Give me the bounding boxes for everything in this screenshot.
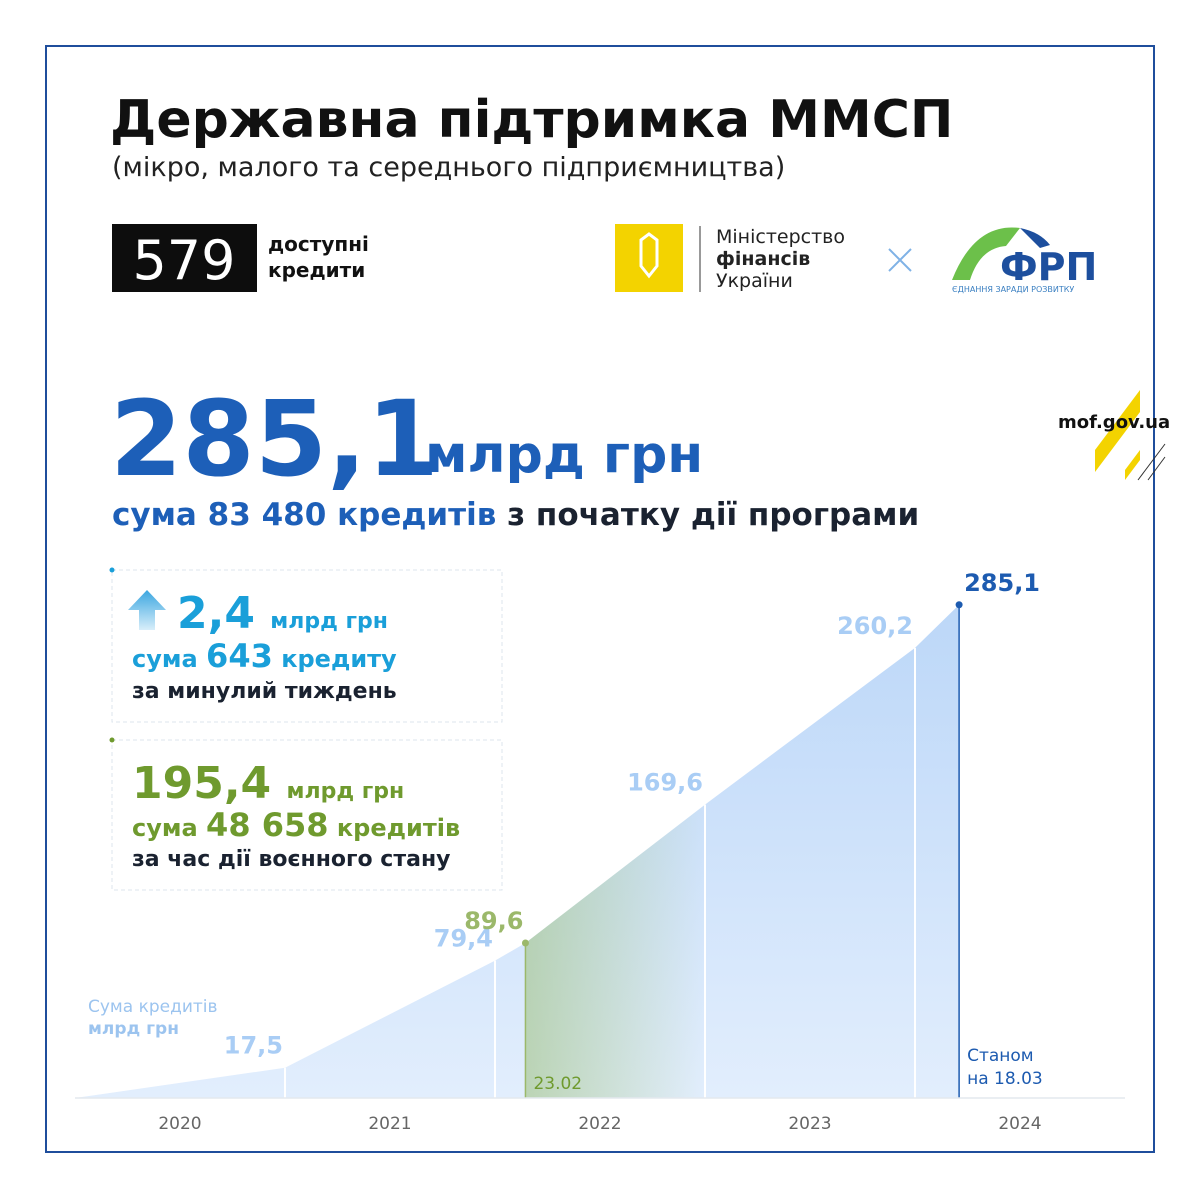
x-tick-label: 2023: [788, 1114, 831, 1134]
war-box: [111, 739, 503, 891]
title: Державна підтримка ММСП: [110, 90, 953, 150]
text: 83 480: [208, 497, 327, 533]
text: кредитів: [337, 814, 460, 842]
headline-line: сума 83 480 кредитів з початку дії прогр…: [112, 497, 919, 533]
frp-arc: [952, 227, 1020, 280]
text: млрд грн: [270, 609, 388, 634]
headline-unit: млрд грн: [425, 425, 703, 485]
y-label: Сума кредитів: [88, 997, 218, 1017]
stripe: [1095, 390, 1140, 472]
value-label: 285,1: [964, 569, 1040, 597]
x-tick-label: 2021: [368, 1114, 411, 1134]
war-note: за час дії воєнного стану: [132, 847, 450, 872]
war-tint: [525, 804, 705, 1098]
text: 195,4: [132, 758, 271, 809]
text: кредиту: [281, 645, 397, 673]
text: з початку дії програми: [507, 497, 919, 533]
text: 2,4: [177, 588, 255, 639]
logo-text: доступні: [268, 232, 369, 256]
stripe: [1137, 443, 1166, 481]
chart: 17,5 79,489,6 169,6 260,2 285,1 2020 2021 2022 2…: [75, 569, 1125, 1134]
dot: [109, 567, 115, 573]
war-line: 195,4 млрд грн: [132, 758, 404, 809]
logo-text: кредити: [268, 258, 365, 282]
text: сума: [112, 497, 197, 533]
up-arrow: [128, 590, 166, 630]
value-label: 79,4: [434, 925, 493, 953]
logo-579: [112, 224, 257, 292]
logo-579-text: 579: [132, 229, 235, 292]
annotation: 23.02: [533, 1074, 582, 1094]
week-line: 2,4 млрд грн: [177, 588, 388, 639]
ministry-text: України: [716, 270, 793, 292]
cross: [888, 248, 912, 272]
text: 48 658: [206, 806, 328, 844]
point: [521, 939, 529, 947]
site: mof.gov.ua: [1058, 412, 1170, 433]
point: [955, 601, 963, 609]
week-line: сума 643 кредиту: [132, 637, 397, 675]
text: кредитів: [337, 497, 496, 533]
frp-slogan: ЄДНАННЯ ЗАРАДИ РОЗВИТКУ: [952, 285, 1074, 294]
week-box: [111, 569, 503, 723]
frp-arc: [1020, 228, 1050, 248]
value-label: 169,6: [627, 769, 703, 797]
value-label: 260,2: [837, 612, 913, 640]
annotation: Станом: [967, 1046, 1034, 1066]
headline-amount: 285,1: [110, 378, 439, 500]
x-tick-label: 2024: [998, 1114, 1041, 1134]
frame: [45, 45, 1155, 1153]
stripe: [1125, 450, 1140, 480]
x-tick-label: 2020: [158, 1114, 201, 1134]
text: сума: [132, 814, 198, 842]
area: [75, 604, 960, 1098]
ministry-text: Міністерство: [716, 226, 845, 248]
y-label: млрд грн: [88, 1019, 179, 1039]
value-label: 89,6: [464, 907, 523, 935]
war-line: сума 48 658 кредитів: [132, 806, 460, 844]
subtitle: (мікро, малого та середнього підприємниц…: [112, 152, 785, 183]
dot: [109, 737, 115, 743]
text: 643: [206, 637, 273, 675]
ministry-text: фінансів: [716, 248, 810, 270]
text: млрд грн: [287, 779, 405, 804]
week-note: за минулий тиждень: [132, 679, 397, 704]
trident: [639, 232, 659, 279]
x-tick-label: 2022: [578, 1114, 621, 1134]
annotation: на 18.03: [967, 1069, 1043, 1089]
text: сума: [132, 645, 198, 673]
value-label: 17,5: [224, 1032, 283, 1060]
frp: ФРП: [1000, 245, 1097, 289]
